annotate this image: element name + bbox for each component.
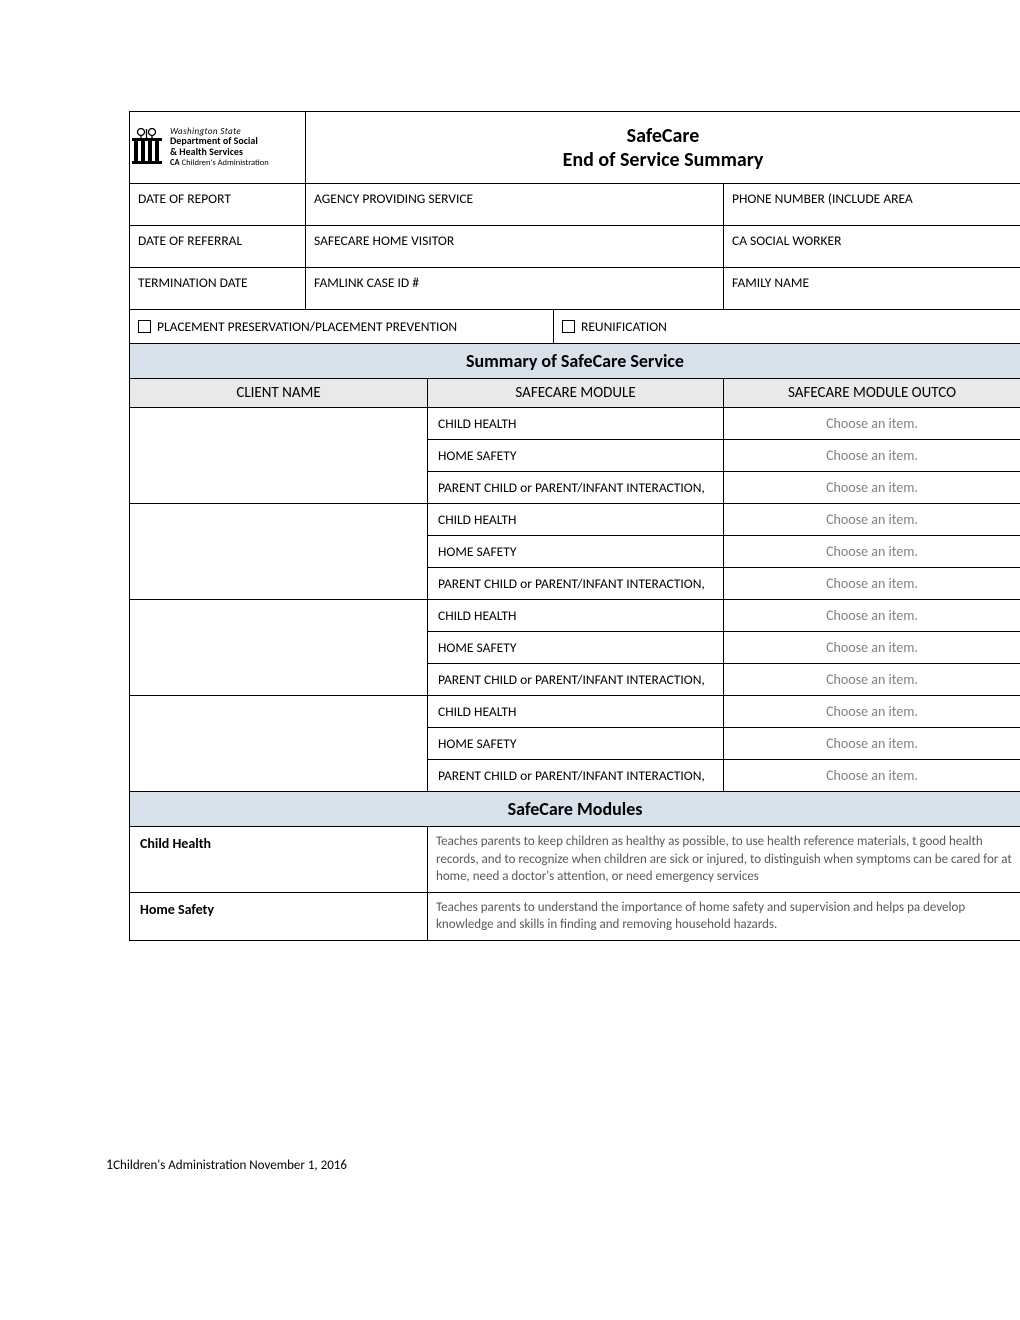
- checkbox-reunification[interactable]: [562, 320, 575, 333]
- field-date-of-report[interactable]: DATE OF REPORT: [130, 184, 306, 226]
- logo-text-dept2: & Health Services: [170, 147, 269, 158]
- col-outcome: SAFECARE MODULE OUTCO: [724, 379, 1020, 408]
- checkbox-reunification-label: REUNIFICATION: [581, 318, 667, 335]
- client-name-1[interactable]: [130, 408, 428, 504]
- checkbox-reunification-cell: REUNIFICATION: [554, 310, 1020, 344]
- col-module: SAFECARE MODULE: [428, 379, 724, 408]
- client-name-3[interactable]: [130, 600, 428, 696]
- module-4-2: HOME SAFETY: [428, 728, 724, 760]
- field-agency[interactable]: AGENCY PROVIDING SERVICE: [306, 184, 724, 226]
- outcome-3-2[interactable]: Choose an item.: [724, 632, 1020, 664]
- form-title: SafeCare End of Service Summary: [306, 112, 1020, 184]
- client-name-2[interactable]: [130, 504, 428, 600]
- field-visitor[interactable]: SAFECARE HOME VISITOR: [306, 226, 724, 268]
- module-desc-text-child-health: Teaches parents to keep children as heal…: [428, 827, 1020, 893]
- module-desc-text-home-safety: Teaches parents to understand the import…: [428, 892, 1020, 940]
- outcome-1-2[interactable]: Choose an item.: [724, 440, 1020, 472]
- field-famlink[interactable]: FAMLINK CASE ID #: [306, 268, 724, 310]
- field-social-worker[interactable]: CA SOCIAL WORKER: [724, 226, 1020, 268]
- checkbox-placement[interactable]: [138, 320, 151, 333]
- module-2-3: PARENT CHILD or PARENT/INFANT INTERACTIO…: [428, 568, 724, 600]
- form-table: Washington State Department of Social & …: [129, 111, 1020, 941]
- agency-logo-cell: Washington State Department of Social & …: [130, 112, 306, 184]
- checkbox-placement-cell: PLACEMENT PRESERVATION/PLACEMENT PREVENT…: [130, 310, 554, 344]
- module-1-1: CHILD HEALTH: [428, 408, 724, 440]
- outcome-4-3[interactable]: Choose an item.: [724, 760, 1020, 792]
- module-4-1: CHILD HEALTH: [428, 696, 724, 728]
- section-summary-header: Summary of SafeCare Service: [130, 344, 1020, 379]
- outcome-3-1[interactable]: Choose an item.: [724, 600, 1020, 632]
- field-family-name[interactable]: FAMILY NAME: [724, 268, 1020, 310]
- section-modules-header: SafeCare Modules: [130, 792, 1020, 827]
- module-1-2: HOME SAFETY: [428, 440, 724, 472]
- module-4-3: PARENT CHILD or PARENT/INFANT INTERACTIO…: [428, 760, 724, 792]
- field-termination-date[interactable]: TERMINATION DATE: [130, 268, 306, 310]
- module-desc-label-child-health: Child Health: [130, 827, 428, 893]
- title-line1: SafeCare: [306, 124, 1020, 148]
- field-phone[interactable]: PHONE NUMBER (INCLUDE AREA: [724, 184, 1020, 226]
- footer-text: Children's Administration November 1, 20…: [113, 1158, 347, 1173]
- title-line2: End of Service Summary: [306, 148, 1020, 172]
- state-seal-icon: [130, 127, 164, 167]
- module-3-3: PARENT CHILD or PARENT/INFANT INTERACTIO…: [428, 664, 724, 696]
- outcome-4-2[interactable]: Choose an item.: [724, 728, 1020, 760]
- module-3-2: HOME SAFETY: [428, 632, 724, 664]
- outcome-1-3[interactable]: Choose an item.: [724, 472, 1020, 504]
- outcome-2-2[interactable]: Choose an item.: [724, 536, 1020, 568]
- outcome-3-3[interactable]: Choose an item.: [724, 664, 1020, 696]
- logo-text-admin: CA Children's Administration: [170, 159, 269, 168]
- module-1-3: PARENT CHILD or PARENT/INFANT INTERACTIO…: [428, 472, 724, 504]
- checkbox-placement-label: PLACEMENT PRESERVATION/PLACEMENT PREVENT…: [157, 318, 457, 335]
- client-name-4[interactable]: [130, 696, 428, 792]
- module-3-1: CHILD HEALTH: [428, 600, 724, 632]
- col-client-name: CLIENT NAME: [130, 379, 428, 408]
- outcome-1-1[interactable]: Choose an item.: [724, 408, 1020, 440]
- outcome-2-3[interactable]: Choose an item.: [724, 568, 1020, 600]
- module-2-2: HOME SAFETY: [428, 536, 724, 568]
- module-2-1: CHILD HEALTH: [428, 504, 724, 536]
- field-date-of-referral[interactable]: DATE OF REFERRAL: [130, 226, 306, 268]
- module-desc-label-home-safety: Home Safety: [130, 892, 428, 940]
- outcome-2-1[interactable]: Choose an item.: [724, 504, 1020, 536]
- outcome-4-1[interactable]: Choose an item.: [724, 696, 1020, 728]
- page-footer: 1Children's Administration November 1, 2…: [106, 1156, 347, 1173]
